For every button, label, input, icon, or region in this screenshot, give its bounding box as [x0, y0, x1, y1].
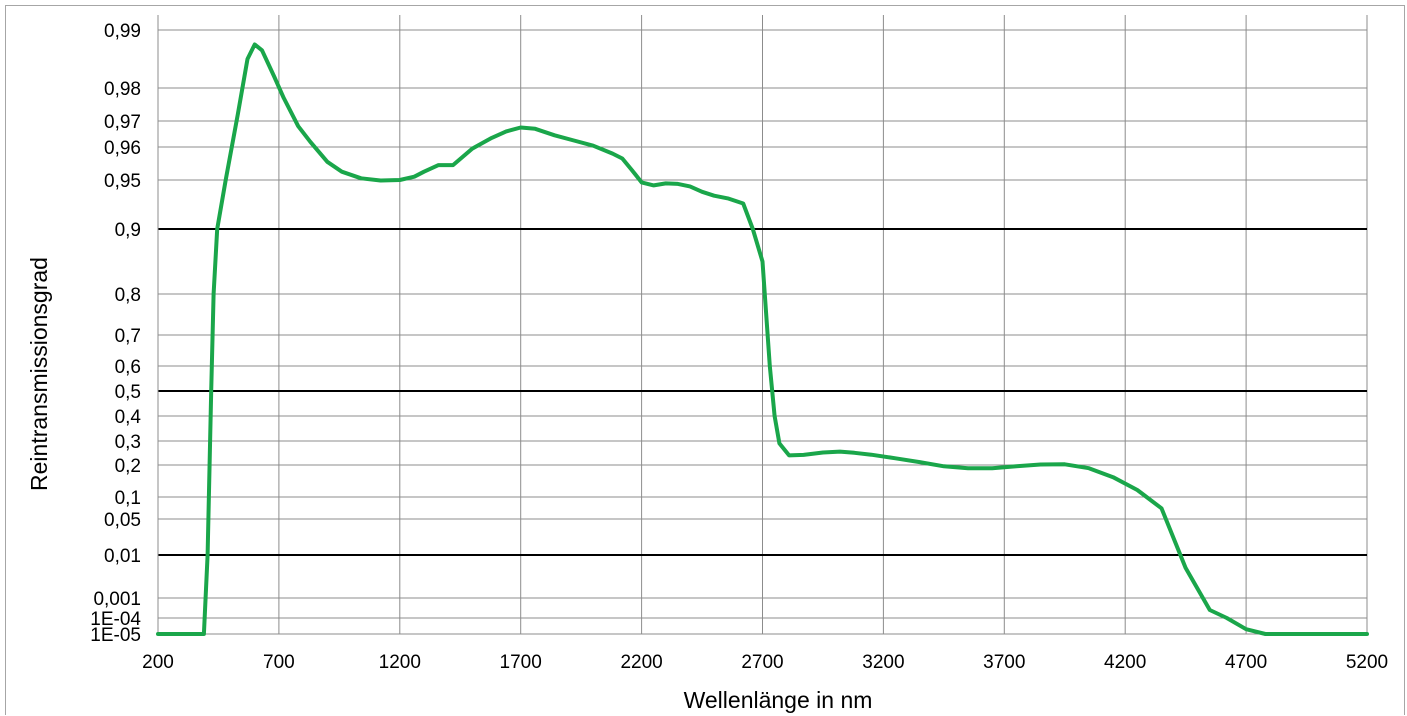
y-tick-label: 0,9	[115, 220, 141, 241]
x-tick-label: 4200	[1104, 652, 1146, 673]
y-tick-label: 0,8	[115, 285, 141, 306]
horizontal-gridlines	[157, 15, 1367, 635]
x-tick-label: 4700	[1225, 652, 1267, 673]
x-tick-label: 3200	[862, 652, 904, 673]
y-tick-label: 1E-05	[90, 625, 141, 646]
x-tick-labels: 200 700 1200 1700 2200 2700 3200 3700 4200 4700 52…	[142, 652, 1388, 673]
x-tick-label: 1700	[500, 652, 542, 673]
x-tick-label: 2700	[741, 652, 783, 673]
y-tick-label: 0,05	[104, 510, 141, 531]
vertical-gridlines	[157, 15, 1368, 634]
y-tick-label: 0,3	[115, 432, 141, 453]
y-tick-label: 0,7	[115, 326, 141, 347]
x-tick-label: 5200	[1346, 652, 1388, 673]
y-tick-label: 0,001	[93, 589, 141, 610]
y-tick-label: 0,01	[104, 546, 141, 567]
x-tick-label: 2200	[620, 652, 662, 673]
series-line	[156, 42, 1369, 636]
y-tick-label: 0,98	[104, 79, 141, 100]
x-tick-label: 3700	[983, 652, 1025, 673]
y-tick-label: 0,96	[104, 138, 141, 159]
y-tick-label: 0,5	[115, 382, 141, 403]
series-group	[156, 42, 1369, 636]
y-tick-label: 0,6	[115, 357, 141, 378]
y-tick-label: 0,1	[115, 488, 141, 509]
y-tick-label: 0,99	[104, 21, 141, 42]
chart-frame	[5, 5, 1405, 715]
x-tick-label: 200	[142, 652, 174, 673]
x-tick-label: 700	[263, 652, 295, 673]
y-tick-label: 0,2	[115, 456, 141, 477]
y-tick-label: 1E-04	[90, 609, 141, 630]
x-axis-label: Wellenlänge in nm	[684, 687, 873, 713]
y-axis-label: Reintransmissionsgrad	[26, 257, 52, 491]
y-tick-label: 0,97	[104, 112, 141, 133]
y-tick-label: 0,4	[115, 407, 142, 428]
y-tick-label: 0,95	[104, 171, 141, 192]
x-tick-label: 1200	[379, 652, 421, 673]
